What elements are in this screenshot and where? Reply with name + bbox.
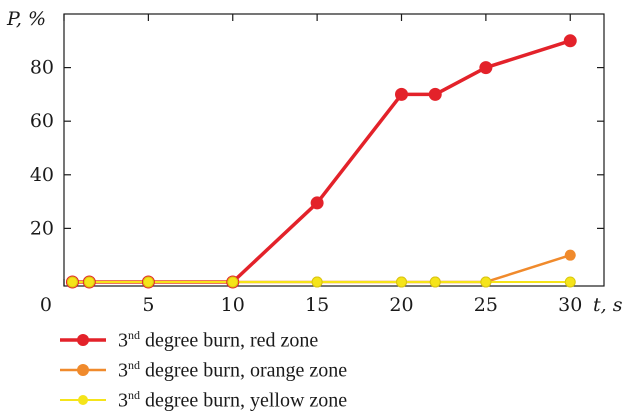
legend: 3nd degree burn, red zone 3nd degree bur… (60, 325, 347, 415)
x-tick-label: 20 (389, 294, 413, 316)
data-point-yellow (227, 276, 239, 288)
x-tick-label: 0 (40, 294, 52, 316)
legend-label-orange: 3nd degree burn, orange zone (118, 357, 348, 382)
y-axis-label: P, % (6, 8, 46, 30)
data-point-red (310, 196, 324, 210)
y-tick-label: 80 (30, 57, 54, 79)
x-tick-label: 15 (305, 294, 329, 316)
x-tick-label: 25 (474, 294, 498, 316)
data-point-yellow (564, 276, 576, 288)
data-point-orange (564, 249, 576, 261)
legend-item-yellow: 3nd degree burn, yellow zone (60, 385, 347, 415)
legend-swatch-orange (60, 364, 106, 376)
legend-swatch-yellow (60, 395, 106, 405)
legend-label-red: 3nd degree burn, red zone (118, 327, 319, 352)
data-point-yellow (142, 276, 154, 288)
x-tick-label: 10 (221, 294, 245, 316)
plot-frame (63, 13, 605, 287)
data-point-yellow (83, 276, 95, 288)
data-point-yellow (429, 276, 441, 288)
x-axis-label: t, s (593, 294, 623, 316)
x-tick-label: 5 (142, 294, 154, 316)
data-point-yellow (396, 276, 407, 288)
data-point-red (428, 87, 442, 101)
data-point-yellow (311, 276, 323, 288)
y-tick-label: 60 (30, 110, 54, 132)
legend-item-red: 3nd degree burn, red zone (60, 325, 347, 355)
legend-swatch-red (60, 334, 106, 346)
data-point-yellow (480, 276, 492, 288)
legend-label-yellow: 3nd degree burn, yellow zone (118, 387, 348, 412)
series-line-red (72, 39, 571, 284)
data-point-yellow (66, 276, 78, 288)
x-tick-label: 30 (558, 294, 582, 316)
legend-item-orange: 3nd degree burn, orange zone (60, 355, 347, 385)
y-tick-label: 20 (30, 217, 54, 239)
data-point-red (563, 34, 577, 48)
data-point-red (479, 61, 493, 75)
y-tick-label: 40 (30, 164, 54, 186)
data-point-red (395, 87, 408, 101)
